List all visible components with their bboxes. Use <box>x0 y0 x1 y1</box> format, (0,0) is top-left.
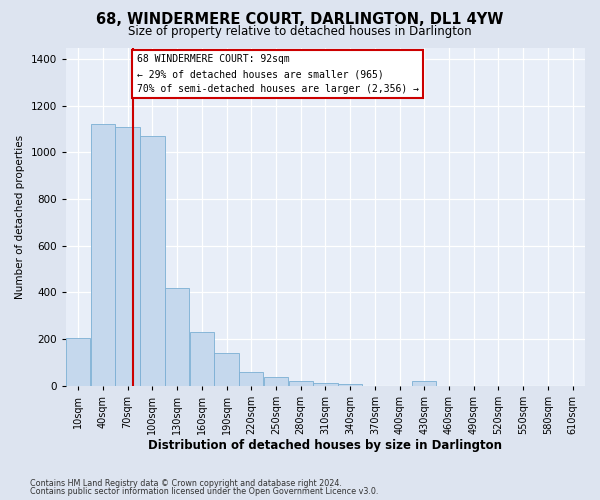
Bar <box>289 381 313 386</box>
Bar <box>313 383 338 386</box>
Bar <box>214 353 239 386</box>
Bar <box>165 288 189 386</box>
Bar <box>412 382 436 386</box>
Text: Contains public sector information licensed under the Open Government Licence v3: Contains public sector information licen… <box>30 487 379 496</box>
Y-axis label: Number of detached properties: Number of detached properties <box>15 134 25 298</box>
Bar <box>140 136 164 386</box>
Text: Contains HM Land Registry data © Crown copyright and database right 2024.: Contains HM Land Registry data © Crown c… <box>30 478 342 488</box>
Bar <box>190 332 214 386</box>
Bar <box>91 124 115 386</box>
X-axis label: Distribution of detached houses by size in Darlington: Distribution of detached houses by size … <box>148 440 502 452</box>
Text: 68 WINDERMERE COURT: 92sqm
← 29% of detached houses are smaller (965)
70% of sem: 68 WINDERMERE COURT: 92sqm ← 29% of deta… <box>137 54 419 94</box>
Bar <box>264 378 288 386</box>
Bar <box>338 384 362 386</box>
Text: 68, WINDERMERE COURT, DARLINGTON, DL1 4YW: 68, WINDERMERE COURT, DARLINGTON, DL1 4Y… <box>97 12 503 28</box>
Bar <box>239 372 263 386</box>
Bar <box>115 127 140 386</box>
Bar <box>66 338 91 386</box>
Text: Size of property relative to detached houses in Darlington: Size of property relative to detached ho… <box>128 25 472 38</box>
